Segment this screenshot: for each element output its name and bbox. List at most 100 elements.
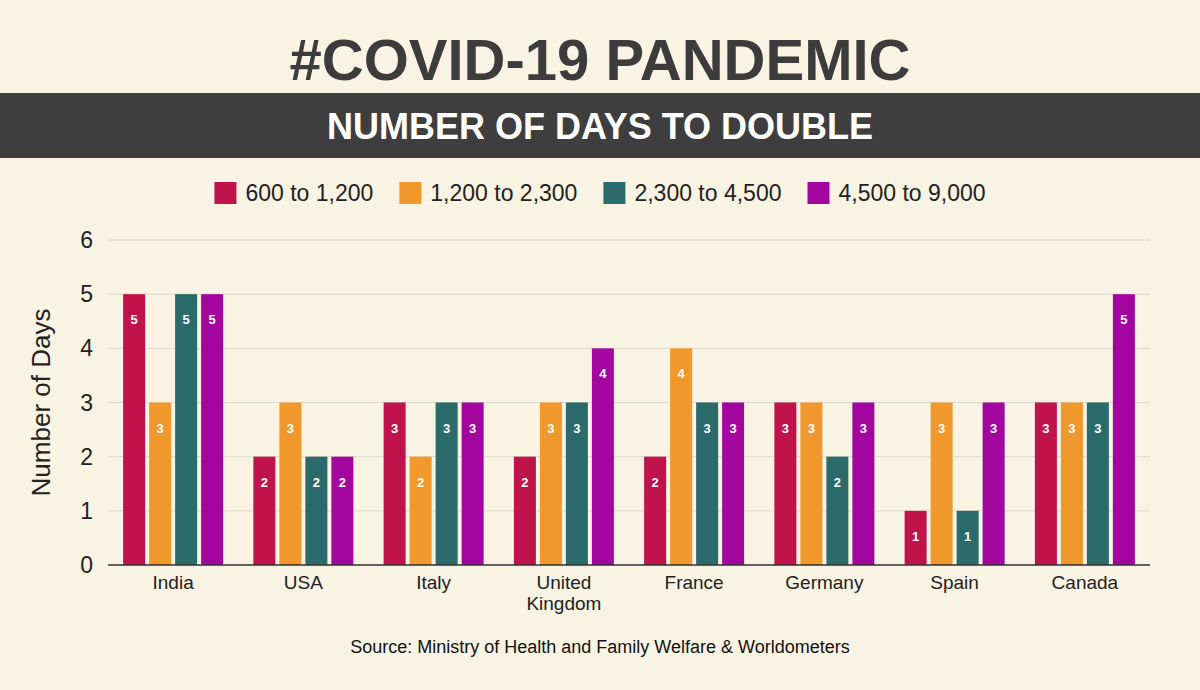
y-tick-label: 6 <box>80 227 93 253</box>
chart: #COVID-19 PANDEMIC NUMBER OF DAYS TO DOUB… <box>0 0 1200 690</box>
legend-item: 2,300 to 4,500 <box>603 180 781 206</box>
data-label: 2 <box>652 475 659 490</box>
data-label: 3 <box>990 421 997 436</box>
legend-swatch <box>603 182 625 204</box>
bar <box>305 457 327 565</box>
legend-item: 600 to 1,200 <box>214 180 373 206</box>
data-label: 3 <box>287 421 294 436</box>
background <box>0 0 1200 690</box>
x-tick-label: Germany <box>785 572 864 593</box>
x-tick-label: Italy <box>416 572 451 593</box>
annotation: Source: Ministry of Health and Family We… <box>350 637 850 657</box>
data-label: 3 <box>469 421 476 436</box>
data-label: 5 <box>183 312 190 327</box>
bar <box>983 403 1005 566</box>
data-label: 2 <box>261 475 268 490</box>
bar <box>384 403 406 566</box>
bar <box>1035 403 1057 566</box>
grid-line <box>108 294 1150 295</box>
bar <box>566 403 588 566</box>
data-label: 2 <box>834 475 841 490</box>
data-label: 1 <box>912 529 919 544</box>
bar <box>436 403 458 566</box>
data-label: 3 <box>547 421 554 436</box>
legend-swatch <box>399 182 421 204</box>
bar <box>905 511 927 565</box>
x-tick-label: France <box>665 572 724 593</box>
bar <box>462 403 484 566</box>
x-tick-label-line: Kingdom <box>526 593 601 614</box>
data-label: 4 <box>599 366 607 381</box>
data-label: 3 <box>730 421 737 436</box>
grid-line <box>108 565 1150 566</box>
title: #COVID-19 PANDEMIC <box>290 27 911 92</box>
bar <box>722 403 744 566</box>
data-label: 3 <box>391 421 398 436</box>
data-label: 3 <box>1094 421 1101 436</box>
bar <box>644 457 666 565</box>
data-label: 3 <box>808 421 815 436</box>
data-label: 2 <box>417 475 424 490</box>
bars <box>123 294 1135 565</box>
bar <box>175 294 197 565</box>
bar <box>957 511 979 565</box>
y-tick-label: 1 <box>80 498 93 524</box>
data-label: 5 <box>131 312 138 327</box>
legend: 600 to 1,200 1,200 to 2,300 2,300 to 4,500… <box>214 180 985 206</box>
bar <box>1061 403 1083 566</box>
y-tick-label: 0 <box>80 552 93 578</box>
bar <box>670 348 692 565</box>
bar <box>410 457 432 565</box>
legend-swatch <box>214 182 236 204</box>
x-tick-label: India <box>153 572 195 593</box>
legend-swatch <box>807 182 829 204</box>
data-label: 3 <box>1068 421 1075 436</box>
bar <box>826 457 848 565</box>
bar <box>540 403 562 566</box>
x-tick-label: Canada <box>1052 572 1119 593</box>
y-axis-label: Number of Days <box>26 309 56 497</box>
bar <box>931 403 953 566</box>
legend-item: 1,200 to 2,300 <box>399 180 577 206</box>
data-label: 5 <box>1120 312 1127 327</box>
data-label: 4 <box>678 366 686 381</box>
bar <box>592 348 614 565</box>
y-tick-label: 2 <box>80 444 93 470</box>
legend-item: 4,500 to 9,000 <box>807 180 985 206</box>
bar <box>253 457 275 565</box>
bar <box>514 457 536 565</box>
bar <box>331 457 353 565</box>
data-label: 3 <box>938 421 945 436</box>
data-label: 2 <box>339 475 346 490</box>
data-label: 2 <box>313 475 320 490</box>
x-tick-label: Spain <box>930 572 979 593</box>
bar <box>774 403 796 566</box>
data-label: 1 <box>964 529 971 544</box>
subtitle: NUMBER OF DAYS TO DOUBLE <box>327 106 873 147</box>
legend-label: 600 to 1,200 <box>245 180 373 206</box>
data-label: 3 <box>1042 421 1049 436</box>
x-axis-line <box>108 564 1150 566</box>
x-tick-label-line: United <box>536 572 591 593</box>
bar <box>123 294 145 565</box>
data-label: 2 <box>521 475 528 490</box>
y-tick-label: 3 <box>80 390 93 416</box>
bar <box>279 403 301 566</box>
legend-label: 1,200 to 2,300 <box>430 180 577 206</box>
grid-line <box>108 240 1150 241</box>
bar <box>800 403 822 566</box>
bar <box>852 403 874 566</box>
bar <box>696 403 718 566</box>
y-tick-label: 5 <box>80 281 93 307</box>
data-label: 3 <box>860 421 867 436</box>
legend-label: 2,300 to 4,500 <box>634 180 781 206</box>
y-tick-label: 4 <box>80 335 93 361</box>
legend-label: 4,500 to 9,000 <box>838 180 985 206</box>
grid-line <box>108 348 1150 349</box>
data-label: 5 <box>209 312 216 327</box>
bar <box>149 403 171 566</box>
x-tick-label: USA <box>284 572 323 593</box>
data-label: 3 <box>573 421 580 436</box>
x-tick-label: UnitedKingdom <box>526 572 601 614</box>
data-labels: 52322313332343335233321352343335 <box>131 312 1128 544</box>
